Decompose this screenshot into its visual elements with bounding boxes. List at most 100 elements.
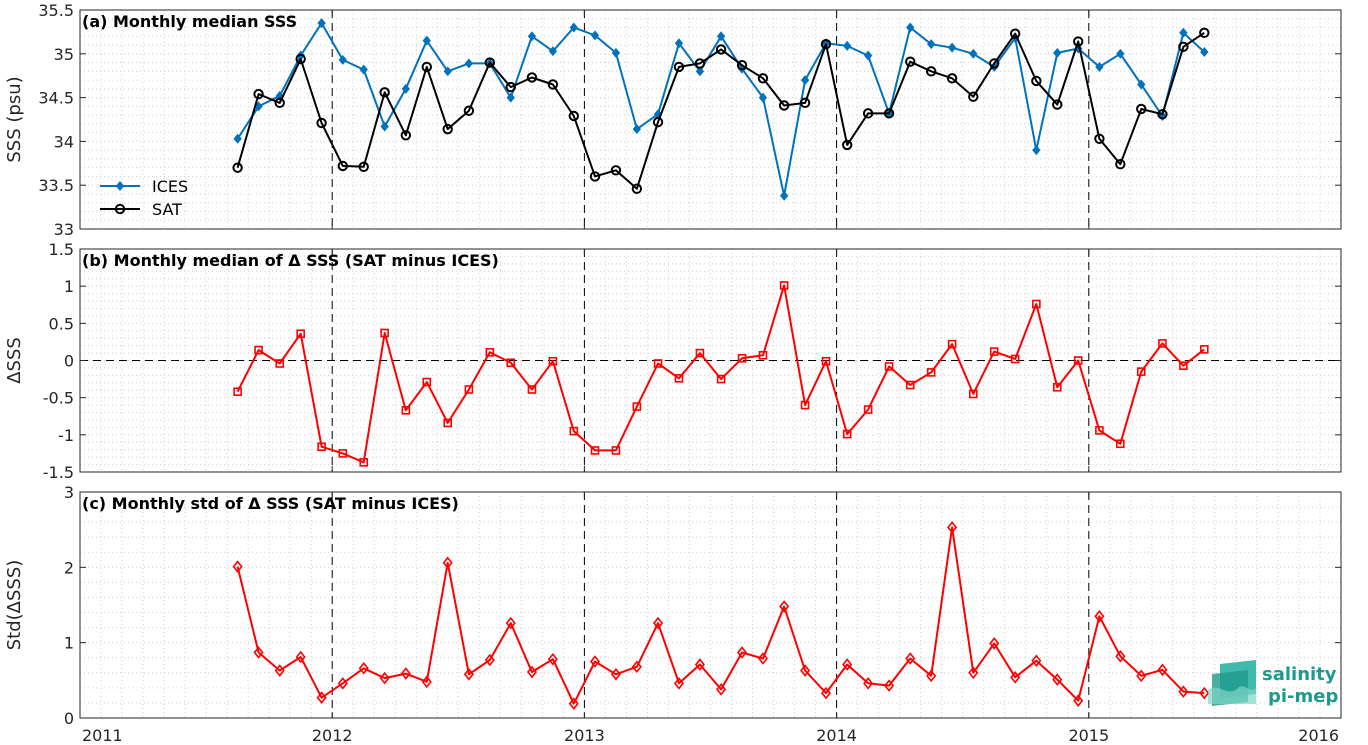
c-point bbox=[1031, 654, 1042, 668]
b-ylabel: ΔSSS bbox=[4, 337, 25, 384]
a-point bbox=[253, 88, 264, 100]
b-point bbox=[737, 353, 747, 363]
c-point bbox=[505, 616, 516, 630]
c-point bbox=[1073, 694, 1084, 707]
a-point bbox=[800, 75, 810, 86]
legend-marker-1 bbox=[114, 203, 126, 215]
c-point bbox=[779, 600, 790, 613]
b-point bbox=[548, 356, 558, 366]
b-point bbox=[1095, 426, 1104, 435]
a-point bbox=[1073, 36, 1084, 47]
c-point bbox=[989, 637, 1000, 650]
a-point bbox=[548, 46, 558, 57]
panel-a-monthly-median-sss: 33 33.5 34 34.5 35 35.5 SSS (psu) (a) Monthly m… bbox=[4, 1, 1342, 239]
b-point bbox=[380, 328, 389, 338]
a-point bbox=[233, 133, 242, 144]
b-point bbox=[884, 362, 894, 371]
b-point bbox=[758, 350, 768, 360]
c-point bbox=[800, 664, 811, 677]
b-point bbox=[1158, 339, 1167, 348]
a-title: (a) Monthly median SSS bbox=[82, 12, 297, 31]
b-point bbox=[653, 359, 663, 368]
a-point bbox=[463, 105, 475, 116]
c-title: (c) Monthly std of Δ SSS (SAT minus ICES… bbox=[82, 494, 459, 513]
a-point bbox=[1157, 109, 1168, 120]
c-point bbox=[358, 661, 369, 675]
c-point bbox=[547, 652, 558, 666]
a-point bbox=[338, 54, 347, 65]
b-point bbox=[527, 385, 537, 394]
a-point bbox=[1095, 61, 1104, 72]
a-point bbox=[925, 66, 937, 77]
c-point bbox=[1052, 673, 1063, 686]
a-point bbox=[1178, 41, 1189, 52]
c-point bbox=[842, 658, 853, 671]
b-ytick-label: 1.5 bbox=[49, 240, 74, 259]
a-ytick-label: 33.5 bbox=[38, 176, 74, 195]
a-point bbox=[506, 92, 515, 103]
b-point bbox=[1073, 356, 1083, 365]
a-ytick-label: 34.5 bbox=[38, 89, 74, 108]
a-point bbox=[401, 83, 410, 94]
c-point bbox=[400, 667, 411, 680]
b-point bbox=[464, 385, 474, 394]
b-ytick-label: 0 bbox=[64, 352, 74, 371]
a-point bbox=[316, 117, 327, 129]
b-point bbox=[506, 358, 516, 368]
c-point bbox=[316, 691, 327, 704]
a-point bbox=[1136, 103, 1147, 115]
a-point bbox=[715, 44, 727, 55]
c-point bbox=[568, 697, 579, 710]
c-ylabel: Std(ΔSSS) bbox=[4, 560, 25, 651]
c-axes-box bbox=[79, 491, 1342, 719]
c-point bbox=[968, 666, 979, 680]
c-point bbox=[884, 679, 895, 692]
c-series-line-0 bbox=[236, 526, 1205, 705]
b-point bbox=[1116, 439, 1125, 449]
c-point bbox=[757, 652, 768, 665]
c-point bbox=[863, 677, 874, 690]
c-point bbox=[1115, 649, 1126, 663]
c-point bbox=[442, 556, 453, 570]
a-point bbox=[1115, 158, 1126, 170]
c-point bbox=[1157, 663, 1168, 677]
b-point bbox=[1200, 345, 1209, 354]
b-point bbox=[905, 380, 915, 390]
c-xtick-label: 2015 bbox=[1068, 726, 1109, 745]
a-point bbox=[484, 57, 496, 68]
c-point bbox=[232, 560, 243, 573]
c-point bbox=[1136, 669, 1147, 683]
b-point bbox=[611, 446, 621, 455]
a-axes-box bbox=[79, 9, 1342, 230]
a-point bbox=[590, 30, 600, 41]
b-point bbox=[1052, 382, 1062, 392]
panel-c-std-delta-sss: 0 1 2 3 2011 2012 2013 2014 2015 2016 Std(ΔSSS) (c)… bbox=[4, 483, 1342, 745]
a-point bbox=[862, 108, 874, 119]
a-point bbox=[758, 92, 768, 103]
b-point bbox=[485, 348, 495, 357]
a-point bbox=[631, 183, 643, 194]
c-xtick-label: 2011 bbox=[82, 726, 123, 745]
b-series-line-0 bbox=[236, 284, 1205, 464]
b-ytick-label: -1 bbox=[58, 426, 74, 445]
legend-marker-0 bbox=[115, 181, 125, 191]
c-xtick-label: 2014 bbox=[816, 726, 857, 745]
b-point bbox=[1010, 354, 1020, 364]
a-point bbox=[1053, 47, 1062, 58]
c-point bbox=[947, 521, 958, 534]
c-point bbox=[379, 671, 390, 685]
a-ylabel: SSS (psu) bbox=[4, 76, 25, 162]
c-point bbox=[274, 664, 285, 677]
a-point bbox=[989, 58, 1000, 69]
a-point bbox=[946, 73, 958, 84]
a-point bbox=[422, 35, 431, 46]
a-ytick-label: 33 bbox=[54, 220, 74, 239]
b-point bbox=[632, 402, 642, 411]
b-point bbox=[800, 400, 810, 410]
a-point bbox=[358, 161, 369, 173]
b-point bbox=[275, 359, 285, 368]
c-point bbox=[253, 646, 264, 659]
c-point bbox=[653, 616, 664, 630]
a-point bbox=[1199, 27, 1210, 38]
